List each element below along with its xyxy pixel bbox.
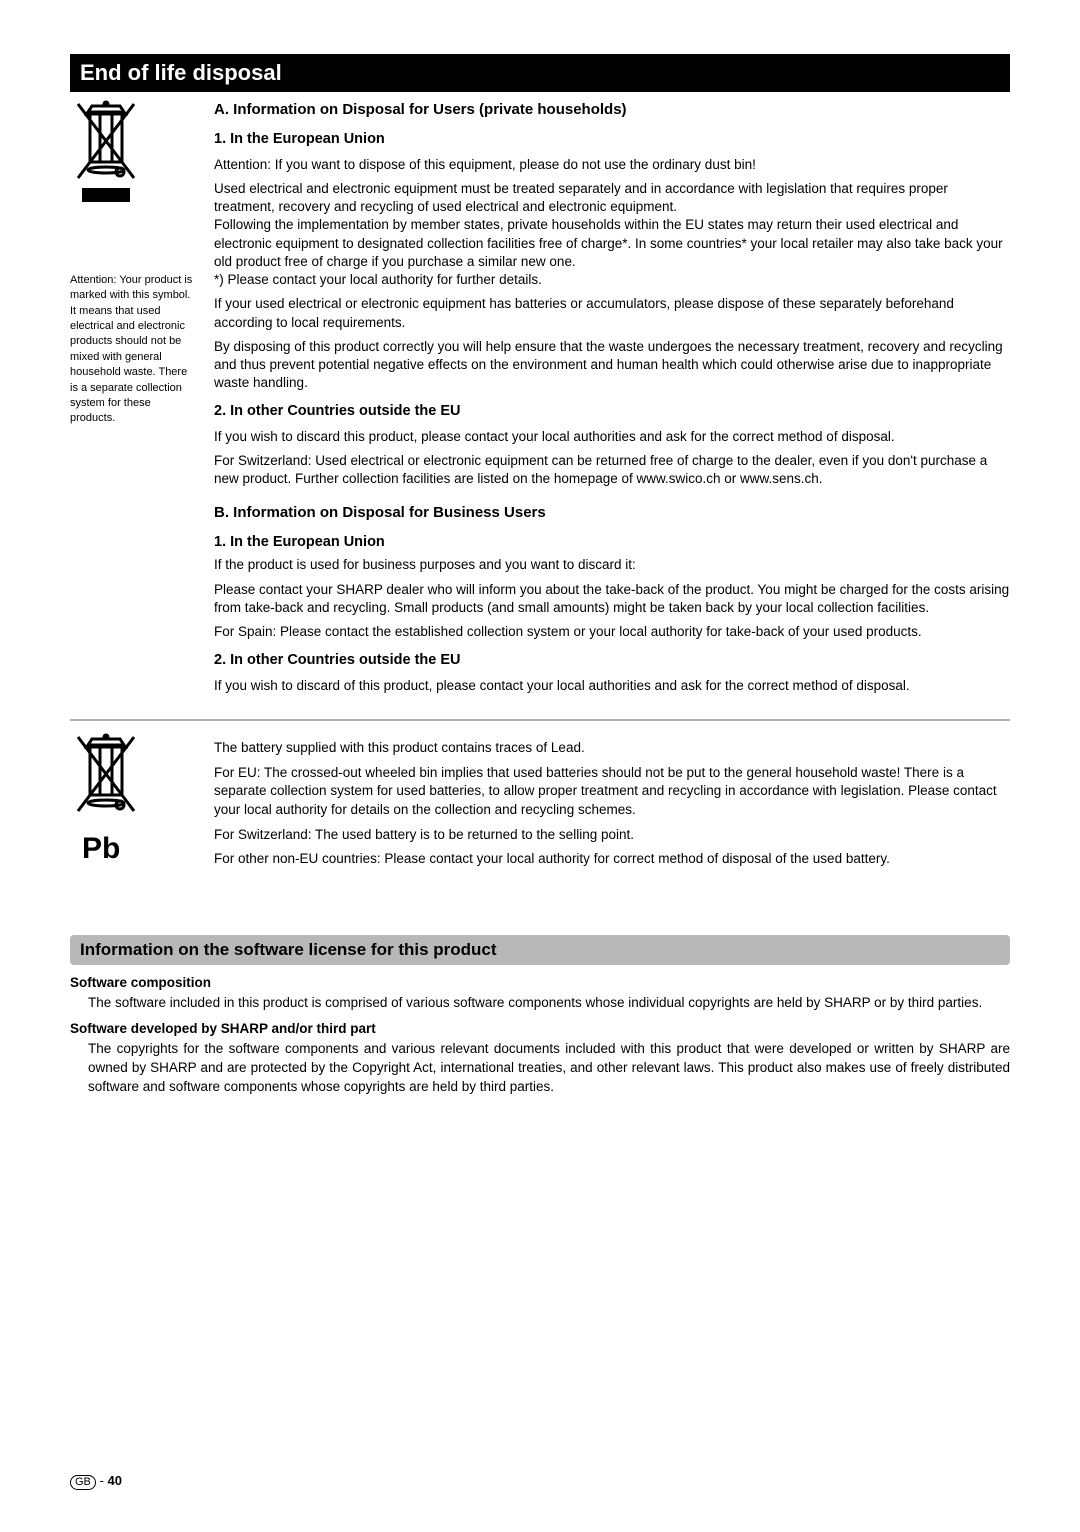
page-number: 40 bbox=[108, 1473, 122, 1488]
section-b-heading: B. Information on Disposal for Business … bbox=[214, 503, 1010, 523]
body-text: For other non-EU countries: Please conta… bbox=[214, 850, 1010, 869]
body-text: For Switzerland: Used electrical or elec… bbox=[214, 452, 1010, 488]
body-text: If you wish to discard of this product, … bbox=[214, 677, 1010, 695]
footer-sep: - bbox=[100, 1473, 104, 1488]
battery-right-column: The battery supplied with this product c… bbox=[214, 733, 1010, 875]
battery-section: Pb The battery supplied with this produc… bbox=[70, 733, 1010, 875]
body-text: If you wish to discard this product, ple… bbox=[214, 428, 1010, 446]
icon-caption: Attention: Your product is marked with t… bbox=[70, 273, 198, 427]
left-column: Attention: Your product is marked with t… bbox=[70, 98, 198, 701]
section-b1-heading: 1. In the European Union bbox=[214, 533, 1010, 553]
body-text: For EU: The crossed-out wheeled bin impl… bbox=[214, 764, 1010, 820]
divider bbox=[70, 719, 1010, 721]
battery-left-column: Pb bbox=[70, 733, 198, 875]
pb-label: Pb bbox=[82, 832, 198, 866]
page-footer: GB - 40 bbox=[70, 1473, 122, 1490]
body-text: Used electrical and electronic equipment… bbox=[214, 181, 948, 214]
section-b2-heading: 2. In other Countries outside the EU bbox=[214, 651, 1010, 671]
body-text: *) Please contact your local authority f… bbox=[214, 272, 542, 287]
body-text: The battery supplied with this product c… bbox=[214, 739, 1010, 758]
body-text: Following the implementation by member s… bbox=[214, 217, 1003, 268]
page-title: End of life disposal bbox=[70, 54, 1010, 92]
section-a1-heading: 1. In the European Union bbox=[214, 130, 1010, 150]
sw-sub-heading: Software composition bbox=[70, 975, 1010, 990]
body-text: For Switzerland: The used battery is to … bbox=[214, 826, 1010, 845]
section-a2-heading: 2. In other Countries outside the EU bbox=[214, 402, 1010, 422]
body-text: The software included in this product is… bbox=[88, 994, 1010, 1013]
body-text: Please contact your SHARP dealer who wil… bbox=[214, 581, 1010, 617]
disposal-section: Attention: Your product is marked with t… bbox=[70, 98, 1010, 701]
body-text: By disposing of this product correctly y… bbox=[214, 338, 1010, 393]
body-text: For Spain: Please contact the establishe… bbox=[214, 623, 1010, 641]
body-text: Attention: If you want to dispose of thi… bbox=[214, 156, 1010, 174]
section-a-heading: A. Information on Disposal for Users (pr… bbox=[214, 100, 1010, 120]
right-column: A. Information on Disposal for Users (pr… bbox=[214, 98, 1010, 701]
sw-sub-heading: Software developed by SHARP and/or third… bbox=[70, 1021, 1010, 1036]
battery-bin-icon bbox=[70, 733, 198, 828]
body-text: If the product is used for business purp… bbox=[214, 556, 1010, 574]
body-text: Used electrical and electronic equipment… bbox=[214, 180, 1010, 289]
body-text: The copyrights for the software componen… bbox=[88, 1040, 1010, 1097]
body-text: If your used electrical or electronic eq… bbox=[214, 295, 1010, 331]
weee-bin-icon bbox=[70, 100, 142, 215]
region-badge: GB bbox=[70, 1475, 96, 1490]
software-license-header: Information on the software license for … bbox=[70, 935, 1010, 965]
